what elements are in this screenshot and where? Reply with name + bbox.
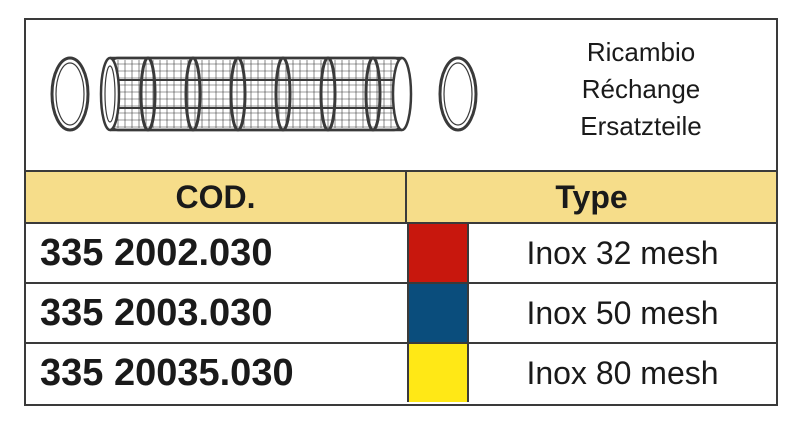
part-code: 335 2003.030 xyxy=(40,291,273,334)
o-ring-right-icon xyxy=(438,56,478,132)
column-header-code: COD. xyxy=(26,172,407,222)
o-ring-left-icon xyxy=(50,56,90,132)
color-swatch xyxy=(409,344,469,402)
table-row: 335 2003.030 Inox 50 mesh xyxy=(26,282,776,342)
mesh-type: Inox 32 mesh xyxy=(526,234,719,271)
mesh-cylinder-icon xyxy=(99,56,413,132)
label-french: Réchange xyxy=(581,74,701,104)
column-header-type: Type xyxy=(407,172,776,222)
part-code: 335 20035.030 xyxy=(40,351,294,394)
label-italian: Ricambio xyxy=(586,37,696,67)
spare-part-labels: Ricambio Réchange Ersatzteile xyxy=(546,34,736,145)
table-row: 335 20035.030 Inox 80 mesh xyxy=(26,342,776,402)
color-swatch xyxy=(409,284,469,342)
filter-cartridge-icon xyxy=(50,56,478,132)
color-swatch xyxy=(409,224,469,282)
mesh-type: Inox 50 mesh xyxy=(526,294,719,331)
label-german: Ersatzteile xyxy=(580,111,702,141)
spare-part-card: Ricambio Réchange Ersatzteile COD. Type … xyxy=(24,18,778,406)
mesh-type: Inox 80 mesh xyxy=(526,354,719,391)
table-row: 335 2002.030 Inox 32 mesh xyxy=(26,222,776,282)
part-code: 335 2002.030 xyxy=(40,231,273,274)
product-header: Ricambio Réchange Ersatzteile xyxy=(26,20,776,172)
